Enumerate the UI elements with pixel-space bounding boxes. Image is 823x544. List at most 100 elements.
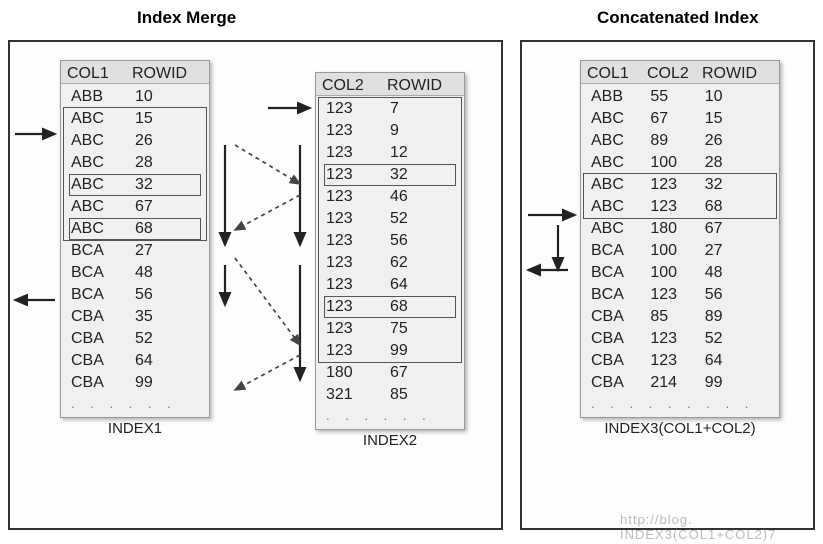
index2-cell: 123 <box>326 232 390 250</box>
index3-col-2: ROWID <box>702 65 767 83</box>
table-row: CBA8589 <box>589 306 771 328</box>
table-row: 12399 <box>324 340 456 362</box>
index2-cell: 99 <box>390 342 454 360</box>
index3-cell: BCA <box>591 264 650 282</box>
index2-cell: 123 <box>326 320 390 338</box>
index2-cell: 123 <box>326 166 390 184</box>
table-row: 32185 <box>324 384 456 406</box>
index1-cell: 64 <box>135 352 199 370</box>
table-row: ABC15 <box>69 108 201 130</box>
index3-cell: ABC <box>591 154 650 172</box>
index1-cell: CBA <box>71 374 135 392</box>
index3-cell: 123 <box>650 352 704 370</box>
index2-cell: 32 <box>390 166 454 184</box>
index3-cell: 100 <box>650 154 704 172</box>
index3-cell: 180 <box>650 220 704 238</box>
index2-cell: 68 <box>390 298 454 316</box>
index1-ellipsis: . . . . . . <box>69 394 201 413</box>
index3-cell: ABC <box>591 110 650 128</box>
index3-cell: ABC <box>591 198 650 216</box>
index1-cell: 28 <box>135 154 199 172</box>
table-row: ABC67 <box>69 196 201 218</box>
index3-cell: ABC <box>591 132 650 150</box>
table-row: 12362 <box>324 252 456 274</box>
index1-cell: BCA <box>71 264 135 282</box>
index1-cell: 32 <box>135 176 199 194</box>
index3-body: ABB5510ABC6715ABC8926ABC10028ABC12332ABC… <box>581 84 779 417</box>
index3-cell: 123 <box>650 286 704 304</box>
table-row: ABC32 <box>69 174 201 196</box>
table-row: 12375 <box>324 318 456 340</box>
index3-cell: CBA <box>591 308 650 326</box>
index2-cell: 62 <box>390 254 454 272</box>
index1-cell: ABC <box>71 176 135 194</box>
index1-cell: 67 <box>135 198 199 216</box>
index3-cell: ABC <box>591 220 650 238</box>
index3-col-1: COL2 <box>647 65 702 83</box>
index3-cell: BCA <box>591 242 650 260</box>
table-row: 12368 <box>324 296 456 318</box>
table-row: CBA35 <box>69 306 201 328</box>
table-row: ABC12332 <box>589 174 771 196</box>
index3-cell: 26 <box>705 132 769 150</box>
index3-cell: 100 <box>650 242 704 260</box>
index3-col-0: COL1 <box>587 65 647 83</box>
index1-cell: ABC <box>71 154 135 172</box>
table-row: 1237 <box>324 98 456 120</box>
table-row: 12332 <box>324 164 456 186</box>
table-row: 12346 <box>324 186 456 208</box>
index1-cell: ABC <box>71 220 135 238</box>
table-row: ABC12368 <box>589 196 771 218</box>
index3-cell: 28 <box>705 154 769 172</box>
index3-cell: 89 <box>650 132 704 150</box>
index2-cell: 12 <box>390 144 454 162</box>
index2-footer: INDEX2 <box>315 432 465 449</box>
index1-header: COL1ROWID <box>61 61 209 84</box>
index3-cell: 64 <box>705 352 769 370</box>
title-index-merge: Index Merge <box>137 8 236 28</box>
index1-col-1: ROWID <box>132 65 197 83</box>
table-row: BCA12356 <box>589 284 771 306</box>
table-row: CBA21499 <box>589 372 771 394</box>
table-index1: COL1ROWIDABB10ABC15ABC26ABC28ABC32ABC67A… <box>60 60 210 418</box>
index3-cell: 67 <box>705 220 769 238</box>
table-row: BCA10048 <box>589 262 771 284</box>
index3-cell: 68 <box>705 198 769 216</box>
index1-cell: ABC <box>71 198 135 216</box>
index2-cell: 123 <box>326 342 390 360</box>
index2-body: 1237123912312123321234612352123561236212… <box>316 96 464 429</box>
index2-ellipsis: . . . . . . <box>324 406 456 425</box>
index3-cell: 15 <box>705 110 769 128</box>
index1-cell: 48 <box>135 264 199 282</box>
table-index2: COL2ROWID1237123912312123321234612352123… <box>315 72 465 430</box>
index2-cell: 52 <box>390 210 454 228</box>
index3-cell: 56 <box>705 286 769 304</box>
index2-cell: 46 <box>390 188 454 206</box>
index2-cell: 75 <box>390 320 454 338</box>
table-row: CBA52 <box>69 328 201 350</box>
table-row: ABB10 <box>69 86 201 108</box>
index3-cell: 85 <box>650 308 704 326</box>
table-row: ABC26 <box>69 130 201 152</box>
index2-cell: 64 <box>390 276 454 294</box>
index2-cell: 123 <box>326 100 390 118</box>
table-row: BCA48 <box>69 262 201 284</box>
index1-cell: ABC <box>71 110 135 128</box>
index3-cell: ABC <box>591 176 650 194</box>
table-row: BCA10027 <box>589 240 771 262</box>
table-index3: COL1COL2ROWIDABB5510ABC6715ABC8926ABC100… <box>580 60 780 418</box>
index3-cell: ABB <box>591 88 650 106</box>
index1-cell: 99 <box>135 374 199 392</box>
index3-ellipsis: . . . . . . . . . <box>589 394 771 413</box>
index1-cell: CBA <box>71 330 135 348</box>
index2-header: COL2ROWID <box>316 73 464 96</box>
index3-footer: INDEX3(COL1+COL2) <box>580 420 780 437</box>
index2-cell: 123 <box>326 122 390 140</box>
table-row: CBA99 <box>69 372 201 394</box>
index3-cell: 10 <box>705 88 769 106</box>
index1-cell: CBA <box>71 308 135 326</box>
index2-cell: 123 <box>326 276 390 294</box>
index3-cell: CBA <box>591 374 650 392</box>
index1-cell: 56 <box>135 286 199 304</box>
index3-cell: 123 <box>650 198 704 216</box>
